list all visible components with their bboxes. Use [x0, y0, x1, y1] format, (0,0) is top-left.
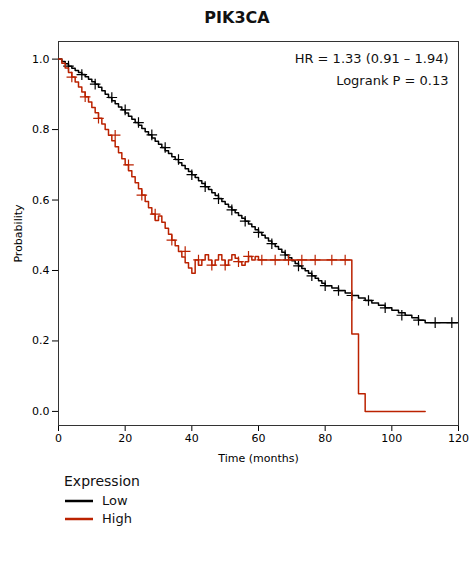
svg-text:0.0: 0.0	[32, 405, 50, 418]
svg-text:40: 40	[185, 432, 199, 445]
svg-text:0.4: 0.4	[32, 264, 50, 277]
svg-text:120: 120	[448, 432, 469, 445]
svg-text:HR = 1.33 (0.91 – 1.94): HR = 1.33 (0.91 – 1.94)	[295, 51, 449, 66]
svg-text:1.0: 1.0	[32, 53, 50, 66]
svg-text:100: 100	[381, 432, 402, 445]
html-text:High: High	[102, 511, 132, 526]
svg-text:0: 0	[55, 432, 62, 445]
svg-text:Logrank P = 0.13: Logrank P = 0.13	[336, 73, 448, 88]
svg-text:0.8: 0.8	[32, 123, 50, 136]
svg-text:0.2: 0.2	[32, 334, 50, 347]
html-text:PIK3CA: PIK3CA	[204, 8, 270, 27]
html-text:Expression: Expression	[64, 473, 140, 489]
svg-text:Time (months): Time (months)	[217, 452, 298, 465]
html-text:Low: Low	[102, 493, 128, 508]
svg-text:80: 80	[318, 432, 332, 445]
svg-text:0.6: 0.6	[32, 194, 50, 207]
svg-text:20: 20	[118, 432, 132, 445]
svg-text:60: 60	[252, 432, 266, 445]
svg-text:Probability: Probability	[12, 204, 25, 263]
